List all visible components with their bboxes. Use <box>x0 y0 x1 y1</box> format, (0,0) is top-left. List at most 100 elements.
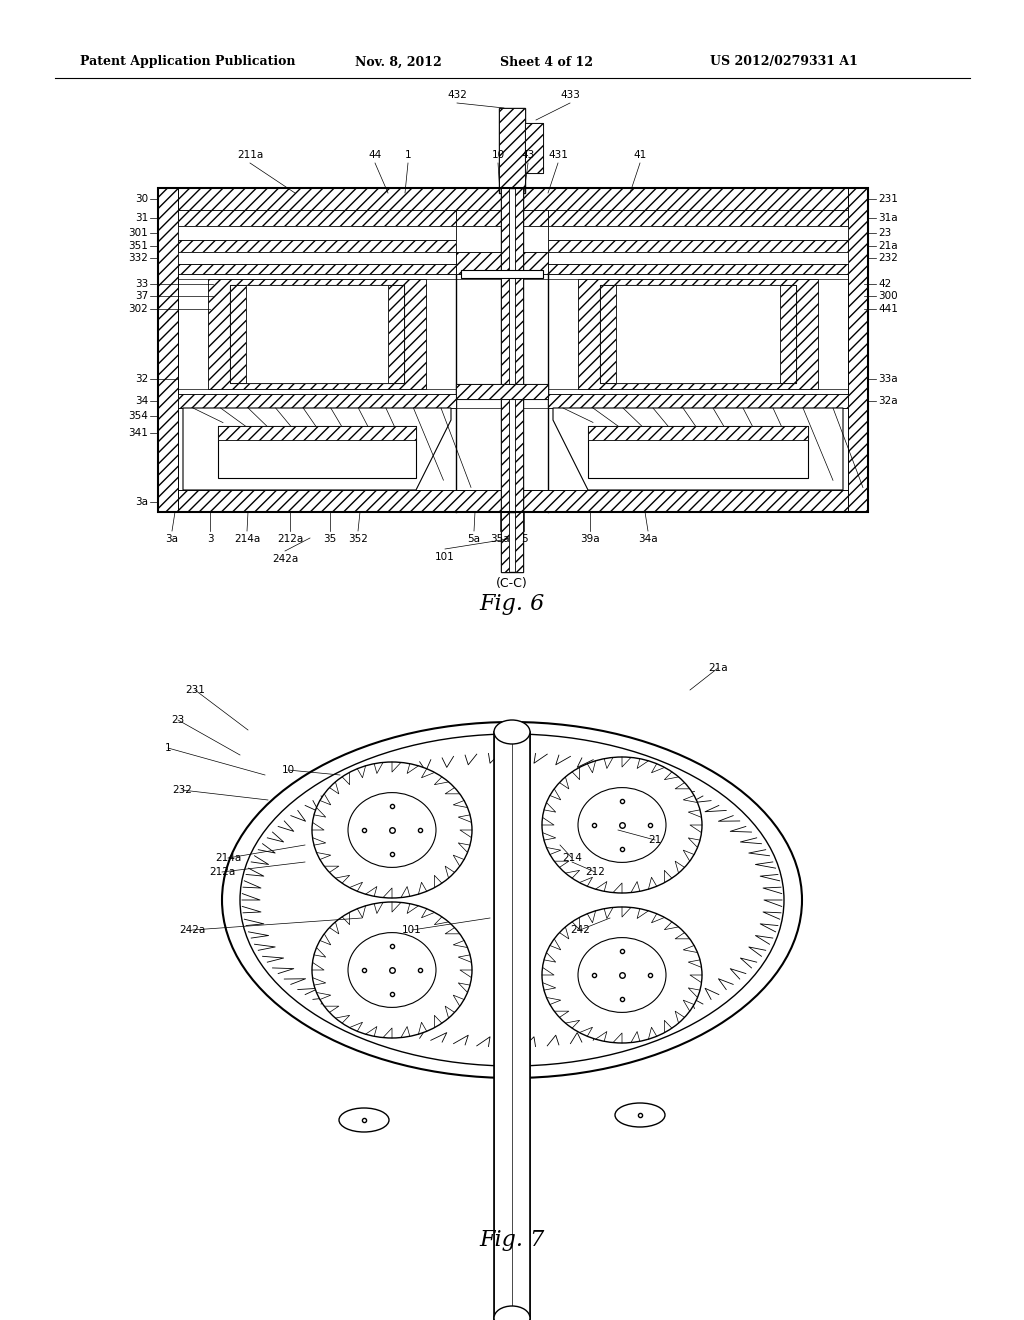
Text: 5: 5 <box>520 535 527 544</box>
Bar <box>780 285 796 383</box>
Text: 3a: 3a <box>135 498 148 507</box>
Text: 431: 431 <box>548 150 568 160</box>
Text: 341: 341 <box>128 428 148 438</box>
Text: 10: 10 <box>282 766 295 775</box>
Text: 32a: 32a <box>878 396 898 407</box>
Ellipse shape <box>312 902 472 1038</box>
Ellipse shape <box>578 937 666 1012</box>
Ellipse shape <box>494 719 530 744</box>
Ellipse shape <box>348 792 436 867</box>
Text: 10: 10 <box>492 150 505 160</box>
Bar <box>600 285 796 383</box>
Bar <box>588 426 808 440</box>
Text: (C-C): (C-C) <box>496 578 528 590</box>
Polygon shape <box>183 408 451 490</box>
Text: 231: 231 <box>878 194 898 205</box>
Bar <box>178 240 456 252</box>
Bar <box>548 264 848 275</box>
Text: 35: 35 <box>324 535 337 544</box>
Bar <box>501 187 509 512</box>
Ellipse shape <box>240 734 784 1067</box>
Bar <box>218 426 416 440</box>
Bar <box>178 210 456 226</box>
Text: 302: 302 <box>128 304 148 314</box>
Bar <box>178 226 456 240</box>
Bar <box>616 285 780 383</box>
Bar <box>548 210 848 226</box>
Text: 34: 34 <box>135 396 148 407</box>
Text: Fig. 7: Fig. 7 <box>479 1229 545 1251</box>
Text: 21a: 21a <box>878 242 898 251</box>
Text: 231: 231 <box>185 685 205 696</box>
Text: 351: 351 <box>128 242 148 251</box>
Bar <box>515 187 523 512</box>
Bar <box>158 490 868 512</box>
Text: 34a: 34a <box>638 535 657 544</box>
Text: 214a: 214a <box>215 853 241 863</box>
Bar <box>178 393 456 408</box>
Bar <box>501 187 523 512</box>
Text: 31a: 31a <box>878 213 898 223</box>
Text: 23: 23 <box>171 715 184 725</box>
Bar <box>178 252 456 264</box>
Bar <box>158 187 178 512</box>
Bar <box>456 252 548 275</box>
Bar <box>461 271 543 279</box>
Bar <box>246 285 388 383</box>
Text: 1: 1 <box>165 743 171 752</box>
Bar <box>388 285 404 383</box>
Text: 41: 41 <box>634 150 646 160</box>
Text: 3a: 3a <box>166 535 178 544</box>
Text: 37: 37 <box>135 290 148 301</box>
Text: Sheet 4 of 12: Sheet 4 of 12 <box>500 55 593 69</box>
Text: 39a: 39a <box>581 535 600 544</box>
Text: 214: 214 <box>562 853 582 863</box>
Text: 31: 31 <box>135 213 148 223</box>
Bar <box>494 733 530 1320</box>
Bar <box>456 384 548 399</box>
Polygon shape <box>553 408 843 490</box>
Text: 44: 44 <box>369 150 382 160</box>
Text: 242a: 242a <box>179 925 205 935</box>
Bar <box>456 210 548 226</box>
Text: 21: 21 <box>648 836 662 845</box>
Text: Patent Application Publication: Patent Application Publication <box>80 55 296 69</box>
Bar <box>600 285 616 383</box>
Text: Fig. 6: Fig. 6 <box>479 593 545 615</box>
Bar <box>548 226 848 240</box>
Text: 441: 441 <box>878 304 898 314</box>
Text: 43: 43 <box>521 150 535 160</box>
Text: 232: 232 <box>172 785 191 795</box>
Bar <box>578 279 818 389</box>
Bar <box>208 279 426 389</box>
Ellipse shape <box>542 907 702 1043</box>
Bar <box>158 187 868 210</box>
Bar <box>501 512 509 572</box>
Text: 232: 232 <box>878 253 898 263</box>
Bar <box>456 226 548 252</box>
Text: 214a: 214a <box>233 535 260 544</box>
Text: 211a: 211a <box>237 150 263 160</box>
Bar <box>548 252 848 264</box>
Text: Nov. 8, 2012: Nov. 8, 2012 <box>355 55 441 69</box>
Text: 300: 300 <box>878 290 898 301</box>
Text: 212a: 212a <box>276 535 303 544</box>
Text: 354: 354 <box>128 411 148 421</box>
Text: 332: 332 <box>128 253 148 263</box>
Ellipse shape <box>222 722 802 1078</box>
Text: 42: 42 <box>878 279 891 289</box>
Text: 33a: 33a <box>878 374 898 384</box>
Bar <box>499 108 525 193</box>
Bar <box>525 123 543 173</box>
Bar <box>848 187 868 512</box>
Text: 21a: 21a <box>709 663 728 673</box>
Bar <box>588 426 808 478</box>
Text: 301: 301 <box>128 228 148 238</box>
Bar <box>548 393 848 408</box>
Text: 242a: 242a <box>272 554 298 564</box>
Bar <box>230 285 246 383</box>
Ellipse shape <box>494 1305 530 1320</box>
Bar <box>501 512 523 572</box>
Text: 32: 32 <box>135 374 148 384</box>
Text: 33: 33 <box>135 279 148 289</box>
